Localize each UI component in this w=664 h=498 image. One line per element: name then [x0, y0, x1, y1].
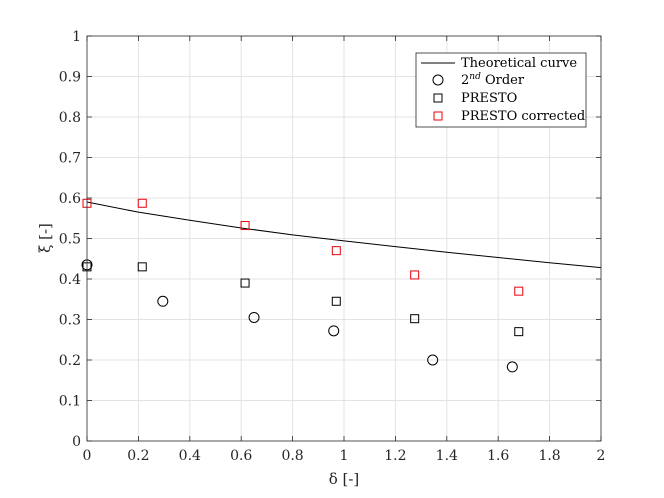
legend-box: [415, 52, 587, 128]
point-presto: [331, 296, 341, 306]
legend-swatch-presto-corrected: [433, 111, 443, 121]
y-tick-label: 1: [72, 29, 81, 45]
legend-label-2nd-order-rest: Order: [481, 73, 525, 88]
x-tick-label: 1: [340, 448, 349, 464]
legend-label-2nd-order-sup: nd: [469, 72, 481, 82]
point-presto-corrected: [514, 286, 524, 296]
point-presto-corrected: [137, 198, 147, 208]
y-tick-label: 0.4: [59, 272, 81, 288]
legend-label-theoretical: Theoretical curve: [461, 56, 577, 71]
y-tick-label: 0.7: [59, 151, 81, 167]
x-tick-label: 0.6: [230, 448, 252, 464]
y-tick-label: 0.6: [59, 191, 81, 207]
point-presto-corrected: [240, 221, 250, 231]
x-tick-label: 0.8: [281, 448, 303, 464]
legend: Theoretical curve 2nd Order PRESTO PREST…: [415, 52, 587, 128]
x-tick-label: 0: [83, 448, 92, 464]
point-2nd-order: [157, 295, 169, 307]
series-line-theoretical-curve: [86, 201, 602, 269]
legend-label-2nd-order: 2nd Order: [461, 72, 525, 88]
point-2nd-order: [328, 325, 340, 337]
legend-swatch-presto: [433, 93, 443, 103]
point-2nd-order: [248, 311, 260, 323]
axis-ticks: 0 0.2 0.4 0.6 0.8 1 1.2 1.4 1.6 1.8 2 0 0.1 0.2 0.3 0.4…: [59, 29, 606, 464]
point-presto: [514, 327, 524, 337]
x-tick-label: 1.4: [436, 448, 458, 464]
x-tick-label: 2: [597, 448, 606, 464]
x-tick-label: 0.4: [179, 448, 201, 464]
x-tick-label: 1.8: [538, 448, 560, 464]
x-tick-label: 1.2: [384, 448, 406, 464]
point-presto-corrected: [331, 246, 341, 256]
point-2nd-order: [506, 361, 518, 373]
y-tick-label: 0: [72, 434, 81, 450]
x-tick-label: 0.2: [127, 448, 149, 464]
point-presto: [137, 262, 147, 272]
y-tick-label: 0.8: [59, 110, 81, 126]
x-tick-label: 1.6: [487, 448, 509, 464]
y-tick-label: 0.3: [59, 313, 81, 329]
legend-swatch-2nd-order: [432, 74, 444, 86]
y-tick-label: 0.2: [59, 353, 81, 369]
point-2nd-order: [427, 354, 439, 366]
y-axis-label: ξ [-]: [36, 223, 54, 253]
point-presto-corrected: [410, 270, 420, 280]
legend-label-2nd-order-base: 2: [461, 73, 469, 88]
x-axis-label: δ [-]: [329, 470, 360, 488]
y-tick-label: 0.5: [59, 232, 81, 248]
point-presto: [240, 278, 250, 288]
point-presto: [410, 314, 420, 324]
legend-label-presto-corrected: PRESTO corrected: [461, 109, 585, 124]
y-tick-label: 0.1: [59, 394, 81, 410]
legend-label-presto: PRESTO: [461, 91, 517, 106]
y-tick-label: 0.9: [59, 70, 81, 86]
